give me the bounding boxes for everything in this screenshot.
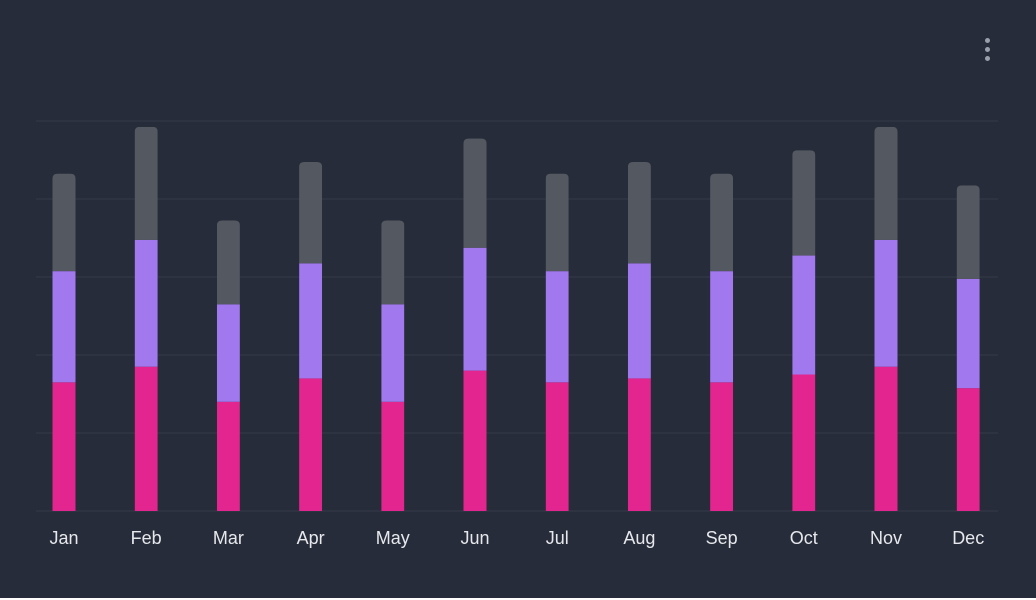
bar-nov-series-2[interactable] — [874, 239, 898, 367]
x-tick-label-jan: Jan — [49, 528, 78, 548]
bar-jan-series-1[interactable] — [52, 382, 76, 511]
x-tick-label-jul: Jul — [546, 528, 569, 548]
bar-stack-dec — [956, 185, 980, 511]
x-axis-labels: Jan Feb Mar Apr May Jun Jul Aug Sep Oct Nov Dec — [49, 528, 984, 548]
bar-jan-series-3[interactable] — [52, 173, 76, 272]
x-tick-label-may: May — [376, 528, 410, 548]
x-tick-label-jun: Jun — [460, 528, 489, 548]
bar-aug-series-3[interactable] — [627, 161, 651, 264]
bar-apr-series-3[interactable] — [299, 161, 323, 264]
more-vertical-icon — [984, 37, 990, 43]
bar-stack-mar — [216, 220, 240, 511]
bar-aug-series-1[interactable] — [627, 378, 651, 511]
bar-stack-may — [381, 220, 405, 511]
bar-sep-series-1[interactable] — [710, 382, 734, 511]
bar-aug-series-2[interactable] — [627, 263, 651, 379]
bar-apr-series-1[interactable] — [299, 378, 323, 511]
bar-may-series-2[interactable] — [381, 304, 405, 402]
bar-feb-series-2[interactable] — [134, 239, 158, 367]
x-tick-label-feb: Feb — [131, 528, 162, 548]
bar-dec-series-3[interactable] — [956, 185, 980, 279]
bar-feb-series-3[interactable] — [134, 126, 158, 240]
bar-jun-series-3[interactable] — [463, 138, 487, 248]
bar-nov-series-3[interactable] — [874, 126, 898, 240]
bar-oct-series-3[interactable] — [792, 150, 816, 256]
bar-jul-series-3[interactable] — [545, 173, 569, 272]
bar-mar-series-2[interactable] — [216, 304, 240, 402]
bar-jun-series-2[interactable] — [463, 247, 487, 371]
x-tick-label-oct: Oct — [790, 528, 818, 548]
bar-stack-feb — [134, 126, 158, 511]
more-vertical-icon-dot-3 — [984, 55, 990, 61]
bar-stack-sep — [710, 173, 734, 511]
bar-feb-series-1[interactable] — [134, 366, 158, 511]
bar-stack-aug — [627, 161, 651, 511]
bar-nov-series-1[interactable] — [874, 366, 898, 511]
bar-dec-series-1[interactable] — [956, 388, 980, 511]
bar-jul-series-1[interactable] — [545, 382, 569, 511]
more-vertical-icon-dot-2 — [984, 46, 990, 52]
bar-may-series-1[interactable] — [381, 401, 405, 511]
bar-jun-series-1[interactable] — [463, 370, 487, 511]
bar-oct-series-1[interactable] — [792, 374, 816, 512]
bar-may-series-3[interactable] — [381, 220, 405, 305]
grid — [36, 120, 998, 512]
x-tick-label-dec: Dec — [952, 528, 984, 548]
bars — [52, 126, 980, 512]
bar-sep-series-2[interactable] — [710, 271, 734, 383]
bar-stack-apr — [299, 161, 323, 511]
bar-jan-series-2[interactable] — [52, 271, 76, 383]
bar-mar-series-1[interactable] — [216, 401, 240, 511]
x-tick-label-aug: Aug — [623, 528, 655, 548]
bar-apr-series-2[interactable] — [299, 263, 323, 379]
bar-sep-series-3[interactable] — [710, 173, 734, 272]
bar-dec-series-2[interactable] — [956, 278, 980, 389]
bar-stack-nov — [874, 126, 898, 511]
bar-oct-series-2[interactable] — [792, 255, 816, 375]
x-tick-label-sep: Sep — [706, 528, 738, 548]
more-options-button[interactable] — [972, 34, 1002, 64]
bar-mar-series-3[interactable] — [216, 220, 240, 305]
x-tick-label-nov: Nov — [870, 528, 902, 548]
bar-stack-oct — [792, 150, 816, 512]
bar-stack-jan — [52, 173, 76, 511]
x-tick-label-apr: Apr — [297, 528, 325, 548]
bar-stack-jun — [463, 138, 487, 511]
bar-jul-series-2[interactable] — [545, 271, 569, 383]
bar-stack-jul — [545, 173, 569, 511]
x-tick-label-mar: Mar — [213, 528, 244, 548]
